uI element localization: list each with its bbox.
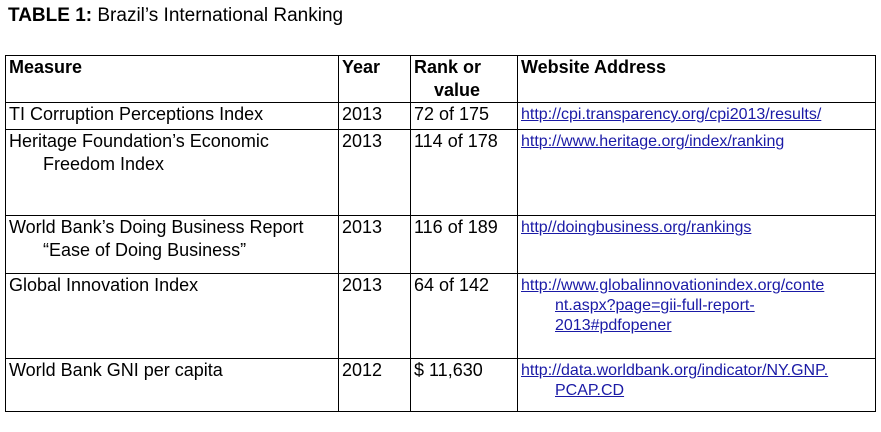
website-link[interactable]: http://data.worldbank.org/indicator/NY.G…	[521, 362, 829, 399]
year-cell: 2013	[338, 215, 411, 274]
measure-text: World Bank GNI per capita	[9, 360, 223, 380]
table-row: TI Corruption Perceptions Index 2013 72 …	[5, 102, 876, 130]
table-title-text: Brazil’s International Ranking	[97, 5, 344, 26]
measure-text: Heritage Foundation’s Economic	[9, 131, 269, 151]
year-cell: 2013	[338, 102, 411, 130]
measure-cell: TI Corruption Perceptions Index	[5, 102, 339, 130]
year-cell: 2012	[338, 358, 411, 412]
rank-cell: 72 of 175	[410, 102, 518, 130]
measure-cell: World Bank GNI per capita	[5, 358, 339, 412]
website-cell: http://www.globalinnovationindex.org/con…	[517, 273, 876, 359]
measure-text-continued: “Ease of Doing Business”	[43, 240, 247, 260]
table-row: Global Innovation Index 2013 64 of 142 h…	[5, 273, 876, 359]
table-title: TABLE 1: Brazil’s International Ranking	[8, 5, 343, 27]
table-row: World Bank GNI per capita 2012 $ 11,630 …	[5, 358, 876, 412]
year-cell: 2013	[338, 273, 411, 359]
header-rank: Rank or value	[410, 55, 518, 103]
year-cell: 2013	[338, 129, 411, 216]
measure-cell: Global Innovation Index	[5, 273, 339, 359]
table-title-label: TABLE 1:	[8, 5, 93, 26]
table-row: World Bank’s Doing Business Report “Ease…	[5, 215, 876, 274]
table-header-row: Measure Year Rank or value Website Addre…	[5, 55, 876, 103]
website-cell: http://data.worldbank.org/indicator/NY.G…	[517, 358, 876, 412]
measure-text: TI Corruption Perceptions Index	[9, 104, 264, 124]
rank-cell: 116 of 189	[410, 215, 518, 274]
measure-text-continued: Freedom Index	[43, 154, 165, 174]
rank-cell: $ 11,630	[410, 358, 518, 412]
website-link[interactable]: http://www.globalinnovationindex.org/con…	[521, 277, 825, 334]
website-cell: http//doingbusiness.org/rankings	[517, 215, 876, 274]
ranking-table: Measure Year Rank or value Website Addre…	[5, 55, 876, 412]
website-cell: http://cpi.transparency.org/cpi2013/resu…	[517, 102, 876, 130]
measure-text: Global Innovation Index	[9, 275, 199, 295]
rank-cell: 114 of 178	[410, 129, 518, 216]
rank-cell: 64 of 142	[410, 273, 518, 359]
table-row: Heritage Foundation’s Economic Freedom I…	[5, 129, 876, 216]
website-link[interactable]: http://cpi.transparency.org/cpi2013/resu…	[521, 106, 822, 123]
header-rank-line1: Rank or	[414, 57, 482, 77]
website-link[interactable]: http//doingbusiness.org/rankings	[521, 219, 752, 236]
website-cell: http://www.heritage.org/index/ranking	[517, 129, 876, 216]
header-measure: Measure	[5, 55, 339, 103]
header-rank-line2: value	[434, 80, 481, 100]
measure-text: World Bank’s Doing Business Report	[9, 217, 304, 237]
measure-cell: World Bank’s Doing Business Report “Ease…	[5, 215, 339, 274]
website-link[interactable]: http://www.heritage.org/index/ranking	[521, 133, 785, 150]
measure-cell: Heritage Foundation’s Economic Freedom I…	[5, 129, 339, 216]
header-year: Year	[338, 55, 411, 103]
header-website: Website Address	[517, 55, 876, 103]
